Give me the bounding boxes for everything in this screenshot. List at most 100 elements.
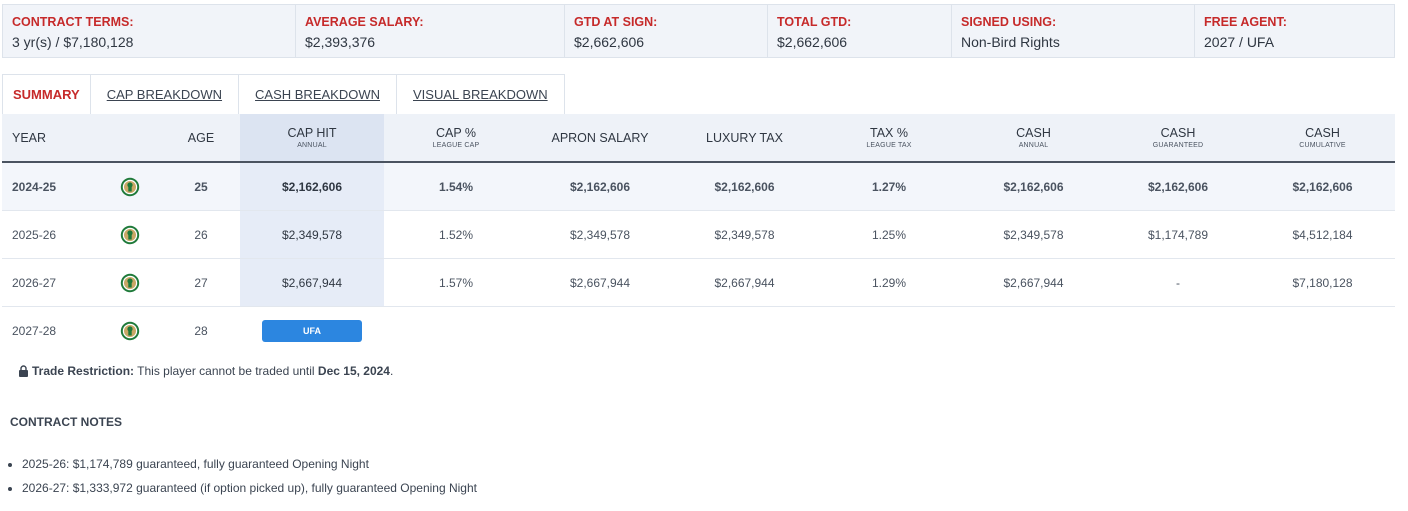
trade-restriction: Trade Restriction: This player cannot be… xyxy=(18,364,393,378)
cell-cash-annual: $2,349,578 xyxy=(1003,227,1064,242)
summary-card-contract-terms: CONTRACT TERMS: 3 yr(s) / $7,180,128 xyxy=(3,5,296,57)
col-label: YEAR xyxy=(12,130,47,145)
tab-visual-breakdown[interactable]: VISUAL BREAKDOWN xyxy=(413,87,548,102)
list-item: 2026-27: $1,333,972 guaranteed (if optio… xyxy=(22,480,477,504)
col-cap-pct: CAP % LEAGUE CAP xyxy=(384,114,528,161)
col-label: LUXURY TAX xyxy=(706,130,783,145)
cell-apron-salary: $2,667,944 xyxy=(569,275,631,290)
cell-cap-pct: 1.57% xyxy=(438,275,474,290)
col-age: AGE xyxy=(162,114,240,161)
cell-cap-pct: 1.54% xyxy=(438,179,474,194)
summary-card-total-gtd: TOTAL GTD: $2,662,606 xyxy=(768,5,952,57)
col-cap-hit: CAP HIT ANNUAL xyxy=(240,114,384,161)
cell-apron-salary: $2,162,606 xyxy=(569,179,631,194)
col-cash-cumulative: CASH CUMULATIVE xyxy=(1250,114,1395,161)
col-label: CAP % xyxy=(435,126,477,140)
summary-value: $2,662,606 xyxy=(574,34,645,50)
contract-notes-title: CONTRACT NOTES xyxy=(10,415,122,429)
col-sublabel: LEAGUE CAP xyxy=(432,142,480,149)
lock-icon xyxy=(19,365,28,377)
cell-tax-pct: 1.25% xyxy=(871,227,907,242)
contract-summary-bar: CONTRACT TERMS: 3 yr(s) / $7,180,128 AVE… xyxy=(2,4,1395,58)
cell-cash-cumulative: $2,162,606 xyxy=(1292,179,1353,194)
cell-cap-hit: $2,667,944 xyxy=(240,259,384,306)
cell-age: 25 xyxy=(194,179,208,194)
cell-cash-annual: $2,162,606 xyxy=(1003,179,1064,194)
cell-apron-salary: $2,349,578 xyxy=(569,227,631,242)
contract-notes-list: 2025-26: $1,174,789 guaranteed, fully gu… xyxy=(22,456,477,504)
summary-card-average-salary: AVERAGE SALARY: $2,393,376 xyxy=(296,5,565,57)
col-label: TAX % xyxy=(870,126,908,140)
restriction-end: . xyxy=(389,364,394,378)
cell-luxury-tax: $2,667,944 xyxy=(714,275,775,290)
cell-team xyxy=(97,211,162,258)
col-sublabel: ANNUAL xyxy=(1018,142,1049,149)
col-cash-annual: CASH ANNUAL xyxy=(961,114,1106,161)
col-label: AGE xyxy=(187,130,215,145)
celtics-logo-icon xyxy=(120,273,139,292)
cell-cash-cumulative: $4,512,184 xyxy=(1292,227,1353,242)
cell-year: 2024-25 xyxy=(12,179,57,194)
cell-team xyxy=(97,163,162,210)
summary-card-free-agent: FREE AGENT: 2027 / UFA xyxy=(1195,5,1394,57)
summary-label: FREE AGENT: xyxy=(1204,15,1287,29)
col-cash-guaranteed: CASH GUARANTEED xyxy=(1106,114,1250,161)
cell-cap-hit: UFA xyxy=(240,307,384,355)
col-sublabel: CUMULATIVE xyxy=(1299,142,1346,149)
col-luxury-tax: LUXURY TAX xyxy=(672,114,817,161)
cell-cap-hit: $2,162,606 xyxy=(240,163,384,210)
tab-cash-breakdown[interactable]: CASH BREAKDOWN xyxy=(239,75,397,114)
cell-luxury-tax: $2,162,606 xyxy=(714,179,775,194)
col-label: CAP HIT xyxy=(287,126,337,140)
celtics-logo-icon xyxy=(120,177,139,196)
cell-team xyxy=(97,307,162,355)
cell-cash-annual: $2,667,944 xyxy=(1003,275,1064,290)
summary-label: GTD AT SIGN: xyxy=(574,15,658,29)
contract-tabs: SUMMARY CAP BREAKDOWN CASH BREAKDOWN VIS… xyxy=(2,74,565,114)
table-row-ufa: 2027-28 28 UFA xyxy=(2,307,1395,355)
tab-cap-breakdown[interactable]: CAP BREAKDOWN xyxy=(91,75,240,114)
cell-year: 2027-28 xyxy=(12,324,57,338)
summary-value: Non-Bird Rights xyxy=(961,34,1060,50)
summary-value: 2027 / UFA xyxy=(1204,34,1275,50)
contract-table: YEAR AGE CAP HIT ANNUAL CAP % LEAGUE CAP… xyxy=(2,114,1395,355)
table-header: YEAR AGE CAP HIT ANNUAL CAP % LEAGUE CAP… xyxy=(2,114,1395,163)
summary-value: 3 yr(s) / $7,180,128 xyxy=(12,34,134,50)
col-apron-salary: APRON SALARY xyxy=(528,114,672,161)
cell-team xyxy=(97,259,162,306)
celtics-logo-icon xyxy=(120,225,139,244)
col-team xyxy=(97,114,162,161)
summary-label: CONTRACT TERMS: xyxy=(12,15,134,29)
ufa-badge: UFA xyxy=(262,320,362,342)
col-sublabel: GUARANTEED xyxy=(1152,142,1204,149)
col-tax-pct: TAX % LEAGUE TAX xyxy=(817,114,961,161)
cell-cash-guaranteed: - xyxy=(1176,275,1180,290)
summary-card-gtd-at-sign: GTD AT SIGN: $2,662,606 xyxy=(565,5,768,57)
cell-cap-pct: 1.52% xyxy=(438,227,474,242)
tab-summary[interactable]: SUMMARY xyxy=(3,75,91,114)
table-row: 2025-26 26 $2,349,578 1.52% $2,349,578 $… xyxy=(2,211,1395,259)
cell-cap-hit: $2,349,578 xyxy=(240,211,384,258)
summary-label: TOTAL GTD: xyxy=(777,15,852,29)
cell-age: 26 xyxy=(194,227,208,242)
col-sublabel: ANNUAL xyxy=(297,142,327,149)
list-item: 2025-26: $1,174,789 guaranteed, fully gu… xyxy=(22,456,477,480)
summary-card-signed-using: SIGNED USING: Non-Bird Rights xyxy=(952,5,1195,57)
summary-label: AVERAGE SALARY: xyxy=(305,15,424,29)
cell-age: 27 xyxy=(194,275,208,290)
cell-tax-pct: 1.29% xyxy=(871,275,907,290)
celtics-logo-icon xyxy=(120,321,139,341)
cell-cash-guaranteed: $2,162,606 xyxy=(1147,179,1209,194)
summary-value: $2,393,376 xyxy=(305,34,376,50)
cell-tax-pct: 1.27% xyxy=(871,179,907,194)
summary-label: SIGNED USING: xyxy=(961,15,1057,29)
col-label: APRON SALARY xyxy=(551,130,649,145)
cell-cash-guaranteed: $1,174,789 xyxy=(1147,227,1209,242)
col-label: CASH xyxy=(1305,126,1340,140)
summary-value: $2,662,606 xyxy=(777,34,848,50)
col-label: CASH xyxy=(1016,126,1051,140)
restriction-text: This player cannot be traded until xyxy=(134,364,318,378)
table-row: 2024-25 25 $2,162,606 1.54% $2,162,606 $… xyxy=(2,163,1395,211)
col-label: CASH xyxy=(1160,126,1196,140)
table-row: 2026-27 27 $2,667,944 1.57% $2,667,944 $… xyxy=(2,259,1395,307)
